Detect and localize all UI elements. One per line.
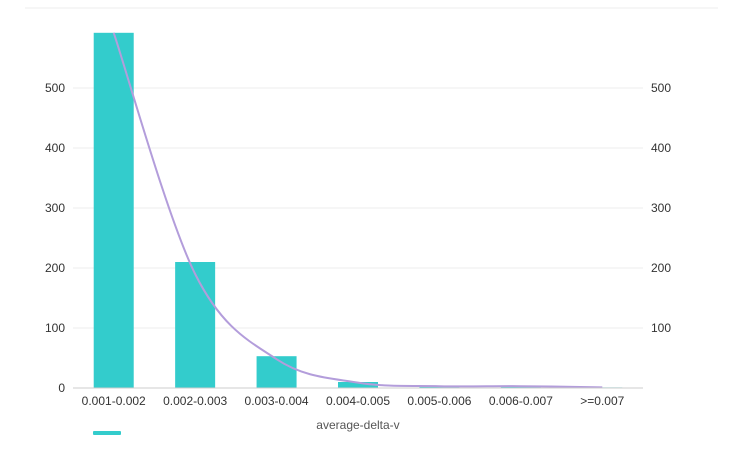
legend-swatch[interactable] [93,431,121,435]
right-y-tick-label: 100 [651,321,671,335]
bar-series [93,32,623,389]
y-tick-label: 0 [58,381,65,395]
y-tick-label: 200 [45,261,65,275]
bar[interactable] [175,262,216,388]
x-tick-label: >=0.007 [580,394,624,408]
right-y-tick-label: 300 [651,201,671,215]
y-tick-label: 500 [45,81,65,95]
x-tick-label: 0.005-0.006 [407,394,471,408]
bar[interactable] [338,382,378,388]
bar[interactable] [93,32,134,389]
x-axis-title: average-delta-v [316,418,399,432]
right-y-tick-label: 500 [651,81,671,95]
x-tick-label: 0.004-0.005 [326,394,390,408]
trend-line [112,32,603,389]
x-tick-label: 0.003-0.004 [245,394,309,408]
y-tick-label: 400 [45,141,65,155]
gridlines [73,87,643,329]
right-y-tick-label: 400 [651,141,671,155]
x-tick-label: 0.001-0.002 [82,394,146,408]
right-y-tick-label: 200 [651,261,671,275]
y-tick-label: 300 [45,201,65,215]
left-y-tick-labels: 0 100 200 300 400 500 [45,81,65,395]
right-y-tick-labels: 100 200 300 400 500 [651,81,671,335]
x-tick-labels: 0.001-0.002 0.002-0.003 0.003-0.004 0.004-0… [82,394,625,408]
y-tick-label: 100 [45,321,65,335]
x-tick-label: 0.002-0.003 [163,394,227,408]
bar[interactable] [256,356,297,388]
x-tick-label: 0.006-0.007 [489,394,553,408]
